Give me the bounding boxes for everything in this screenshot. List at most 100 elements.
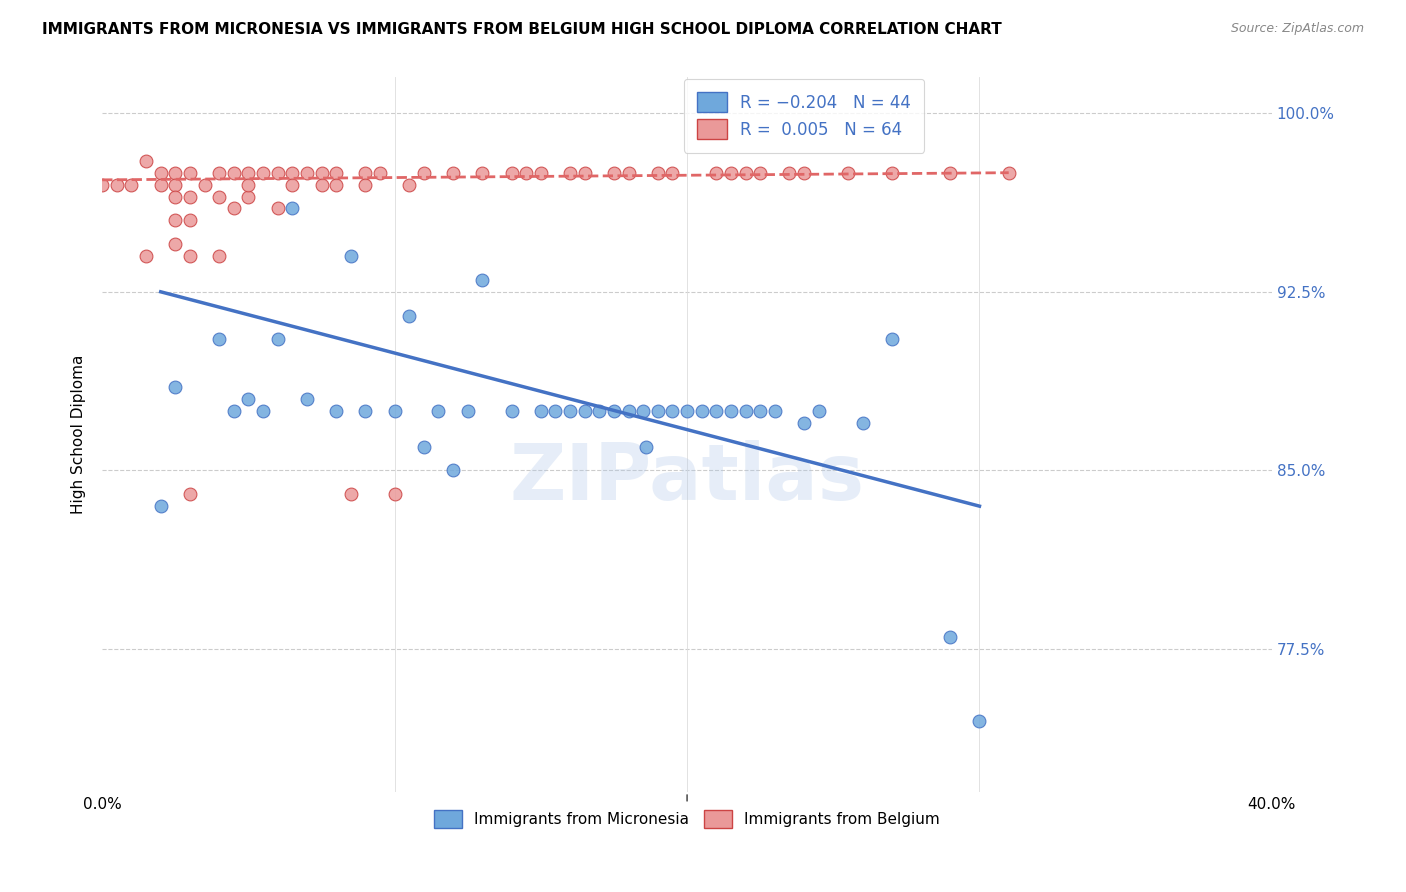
Point [368, 166, 391, 180]
Point [149, 499, 172, 513]
Point [690, 404, 713, 418]
Point [471, 166, 494, 180]
Point [997, 166, 1019, 180]
Point [471, 273, 494, 287]
Point [734, 166, 756, 180]
Point [295, 166, 318, 180]
Point [558, 166, 581, 180]
Point [179, 249, 201, 263]
Point [120, 178, 142, 192]
Point [969, 714, 991, 728]
Point [501, 404, 523, 418]
Point [238, 178, 260, 192]
Point [165, 166, 187, 180]
Point [720, 166, 742, 180]
Point [295, 392, 318, 406]
Point [749, 404, 772, 418]
Point [441, 166, 464, 180]
Text: IMMIGRANTS FROM MICRONESIA VS IMMIGRANTS FROM BELGIUM HIGH SCHOOL DIPLOMA CORREL: IMMIGRANTS FROM MICRONESIA VS IMMIGRANTS… [42, 22, 1002, 37]
Point [647, 404, 669, 418]
Point [311, 166, 333, 180]
Point [252, 166, 274, 180]
Point [515, 166, 537, 180]
Point [252, 404, 274, 418]
Point [704, 404, 727, 418]
Point [636, 440, 658, 454]
Point [266, 166, 288, 180]
Point [281, 178, 304, 192]
Point [325, 404, 347, 418]
Point [354, 178, 377, 192]
Point [354, 404, 377, 418]
Point [311, 178, 333, 192]
Point [558, 404, 581, 418]
Point [339, 487, 361, 501]
Point [837, 166, 859, 180]
Point [238, 166, 260, 180]
Point [793, 416, 815, 430]
Point [603, 166, 626, 180]
Point [325, 166, 347, 180]
Point [530, 404, 553, 418]
Point [704, 166, 727, 180]
Point [603, 404, 626, 418]
Point [384, 404, 406, 418]
Point [880, 166, 903, 180]
Point [135, 249, 157, 263]
Point [749, 166, 772, 180]
Point [734, 404, 756, 418]
Point [339, 249, 361, 263]
Point [939, 166, 962, 180]
Point [105, 178, 128, 192]
Point [149, 166, 172, 180]
Point [179, 166, 201, 180]
Point [501, 166, 523, 180]
Text: Source: ZipAtlas.com: Source: ZipAtlas.com [1230, 22, 1364, 36]
Point [325, 178, 347, 192]
Point [574, 166, 596, 180]
Point [165, 178, 187, 192]
Point [238, 392, 260, 406]
Point [880, 333, 903, 347]
Point [778, 166, 800, 180]
Point [807, 404, 830, 418]
Point [793, 166, 815, 180]
Point [631, 404, 654, 418]
Point [617, 404, 640, 418]
Point [165, 213, 187, 227]
Point [208, 189, 231, 203]
Point [281, 166, 304, 180]
Point [179, 189, 201, 203]
Point [266, 333, 288, 347]
Point [398, 309, 420, 323]
Legend: Immigrants from Micronesia, Immigrants from Belgium: Immigrants from Micronesia, Immigrants f… [429, 804, 946, 834]
Point [91, 178, 114, 192]
Text: ZIPatlas: ZIPatlas [509, 440, 865, 516]
Point [939, 630, 962, 644]
Point [135, 153, 157, 168]
Point [208, 249, 231, 263]
Point [354, 166, 377, 180]
Point [398, 178, 420, 192]
Point [384, 487, 406, 501]
Point [238, 189, 260, 203]
Point [617, 166, 640, 180]
Point [179, 487, 201, 501]
Point [661, 166, 683, 180]
Point [851, 416, 873, 430]
Point [574, 404, 596, 418]
Point [193, 178, 215, 192]
Point [208, 333, 231, 347]
Point [165, 189, 187, 203]
Point [222, 166, 245, 180]
Point [149, 178, 172, 192]
Point [427, 404, 450, 418]
Point [222, 404, 245, 418]
Point [266, 202, 288, 216]
Point [676, 404, 699, 418]
Point [165, 380, 187, 394]
Point [763, 404, 786, 418]
Point [544, 404, 567, 418]
Point [661, 404, 683, 418]
Point [588, 404, 610, 418]
